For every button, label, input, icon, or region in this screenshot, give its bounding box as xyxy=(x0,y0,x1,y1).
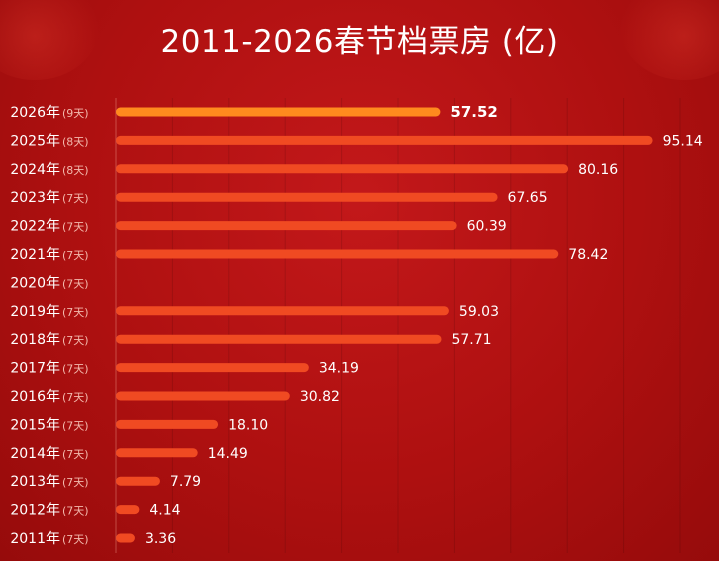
bar-2014年 xyxy=(116,448,198,458)
data-label: 14.49 xyxy=(208,446,248,462)
y-tick-days-label: (8天) xyxy=(62,135,89,148)
bar-2013年 xyxy=(116,476,160,486)
data-label: 57.71 xyxy=(451,332,491,348)
data-label: 95.14 xyxy=(663,133,703,149)
y-tick-label: 2014年 xyxy=(10,446,60,462)
y-tick-label: 2021年 xyxy=(10,247,60,263)
data-label: 30.82 xyxy=(300,389,340,405)
chart-title: 2011-2026春节档票房 (亿) xyxy=(160,24,559,60)
data-label: 3.36 xyxy=(145,531,176,547)
data-label: 57.52 xyxy=(450,103,497,121)
bar-2016年 xyxy=(116,391,290,401)
bar-2011年 xyxy=(116,533,135,543)
y-tick-label: 2011年 xyxy=(10,531,60,547)
y-tick-label: 2013年 xyxy=(10,474,60,490)
y-tick-label: 2020年 xyxy=(10,275,60,291)
data-label: 78.42 xyxy=(568,247,608,263)
y-tick-label: 2022年 xyxy=(10,219,60,235)
bar-2019年 xyxy=(116,306,449,316)
data-label: 67.65 xyxy=(508,190,548,206)
y-tick-label: 2019年 xyxy=(10,304,60,320)
y-tick-label: 2017年 xyxy=(10,361,60,377)
bar-2012年 xyxy=(116,505,140,515)
bar-2015年 xyxy=(116,419,219,429)
bar-2021年 xyxy=(116,249,559,259)
bar-2017年 xyxy=(116,363,309,373)
y-tick-days-label: (7天) xyxy=(62,419,89,432)
data-label: 80.16 xyxy=(578,162,618,178)
y-tick-days-label: (9天) xyxy=(62,107,89,120)
y-tick-days-label: (7天) xyxy=(62,334,89,347)
y-tick-days-label: (7天) xyxy=(62,192,89,205)
bar-2025年 xyxy=(116,135,653,145)
y-tick-days-label: (7天) xyxy=(62,277,89,290)
y-tick-label: 2025年 xyxy=(10,133,60,149)
data-label: 4.14 xyxy=(149,503,180,519)
y-tick-days-label: (7天) xyxy=(62,363,89,376)
bar-2023年 xyxy=(116,192,498,202)
y-tick-label: 2012年 xyxy=(10,503,60,519)
bar-2018年 xyxy=(116,334,442,344)
y-tick-days-label: (7天) xyxy=(62,505,89,518)
data-label: 18.10 xyxy=(228,417,268,433)
data-label: 7.79 xyxy=(170,474,201,490)
y-tick-days-label: (7天) xyxy=(62,476,89,489)
bar-2022年 xyxy=(116,221,457,231)
y-tick-days-label: (7天) xyxy=(62,448,89,461)
data-label: 59.03 xyxy=(459,304,499,320)
y-tick-days-label: (7天) xyxy=(62,221,89,234)
y-tick-label: 2016年 xyxy=(10,389,60,405)
y-tick-days-label: (7天) xyxy=(62,533,89,546)
bar-2024年 xyxy=(116,164,569,174)
y-tick-label: 2026年 xyxy=(10,105,60,121)
y-tick-label: 2018年 xyxy=(10,332,60,348)
y-tick-days-label: (8天) xyxy=(62,164,89,177)
y-tick-label: 2015年 xyxy=(10,417,60,433)
data-label: 34.19 xyxy=(319,361,359,377)
y-tick-label: 2023年 xyxy=(10,190,60,206)
y-tick-label: 2024年 xyxy=(10,162,60,178)
y-tick-days-label: (7天) xyxy=(62,249,89,262)
data-label: 60.39 xyxy=(467,219,507,235)
y-tick-days-label: (7天) xyxy=(62,306,89,319)
y-tick-days-label: (7天) xyxy=(62,391,89,404)
bar-2026年 xyxy=(116,107,441,117)
